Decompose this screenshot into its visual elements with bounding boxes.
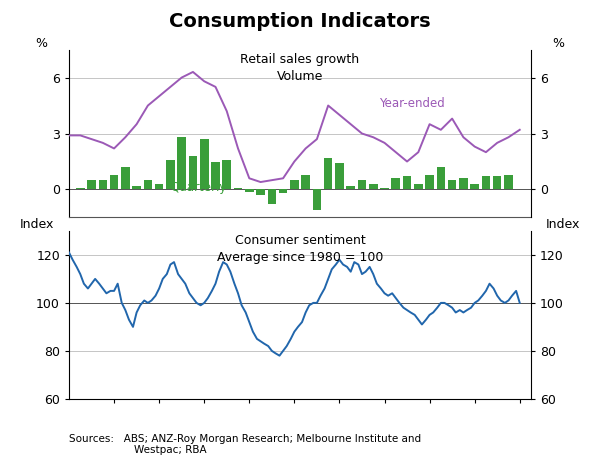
- Y-axis label: Index: Index: [19, 218, 54, 231]
- Text: Sources:   ABS; ANZ-Roy Morgan Research; Melbourne Institute and
               : Sources: ABS; ANZ-Roy Morgan Research; M…: [69, 434, 421, 455]
- Bar: [346, 186, 355, 189]
- Bar: [493, 177, 502, 189]
- Bar: [178, 137, 186, 189]
- Bar: [448, 180, 457, 189]
- Bar: [313, 189, 321, 210]
- Text: Consumer sentiment
Average since 1980 = 100: Consumer sentiment Average since 1980 = …: [217, 234, 383, 264]
- Bar: [369, 184, 377, 189]
- Bar: [200, 139, 209, 189]
- Bar: [380, 188, 389, 189]
- Bar: [133, 186, 141, 189]
- Bar: [234, 188, 242, 189]
- Bar: [482, 177, 490, 189]
- Y-axis label: Index: Index: [546, 218, 581, 231]
- Bar: [256, 189, 265, 195]
- Text: Retail sales growth
Volume: Retail sales growth Volume: [241, 53, 359, 83]
- Bar: [425, 175, 434, 189]
- Bar: [279, 189, 287, 193]
- Bar: [121, 167, 130, 189]
- Bar: [504, 175, 513, 189]
- Text: Year-ended: Year-ended: [379, 97, 444, 110]
- Bar: [358, 180, 366, 189]
- Text: Consumption Indicators: Consumption Indicators: [169, 12, 431, 31]
- Bar: [403, 177, 412, 189]
- Bar: [87, 180, 96, 189]
- Bar: [166, 160, 175, 189]
- Bar: [470, 184, 479, 189]
- Bar: [110, 175, 118, 189]
- Bar: [76, 188, 85, 189]
- Bar: [268, 189, 276, 204]
- Bar: [223, 160, 231, 189]
- Bar: [335, 163, 344, 189]
- Y-axis label: %: %: [35, 36, 47, 50]
- Bar: [143, 180, 152, 189]
- Bar: [437, 167, 445, 189]
- Bar: [188, 156, 197, 189]
- Bar: [459, 178, 467, 189]
- Bar: [301, 175, 310, 189]
- Bar: [155, 184, 163, 189]
- Bar: [391, 178, 400, 189]
- Bar: [245, 189, 254, 192]
- Bar: [290, 180, 299, 189]
- Bar: [98, 180, 107, 189]
- Y-axis label: %: %: [553, 36, 565, 50]
- Bar: [414, 184, 422, 189]
- Bar: [211, 161, 220, 189]
- Bar: [324, 158, 332, 189]
- Text: Quarterly: Quarterly: [170, 180, 227, 194]
